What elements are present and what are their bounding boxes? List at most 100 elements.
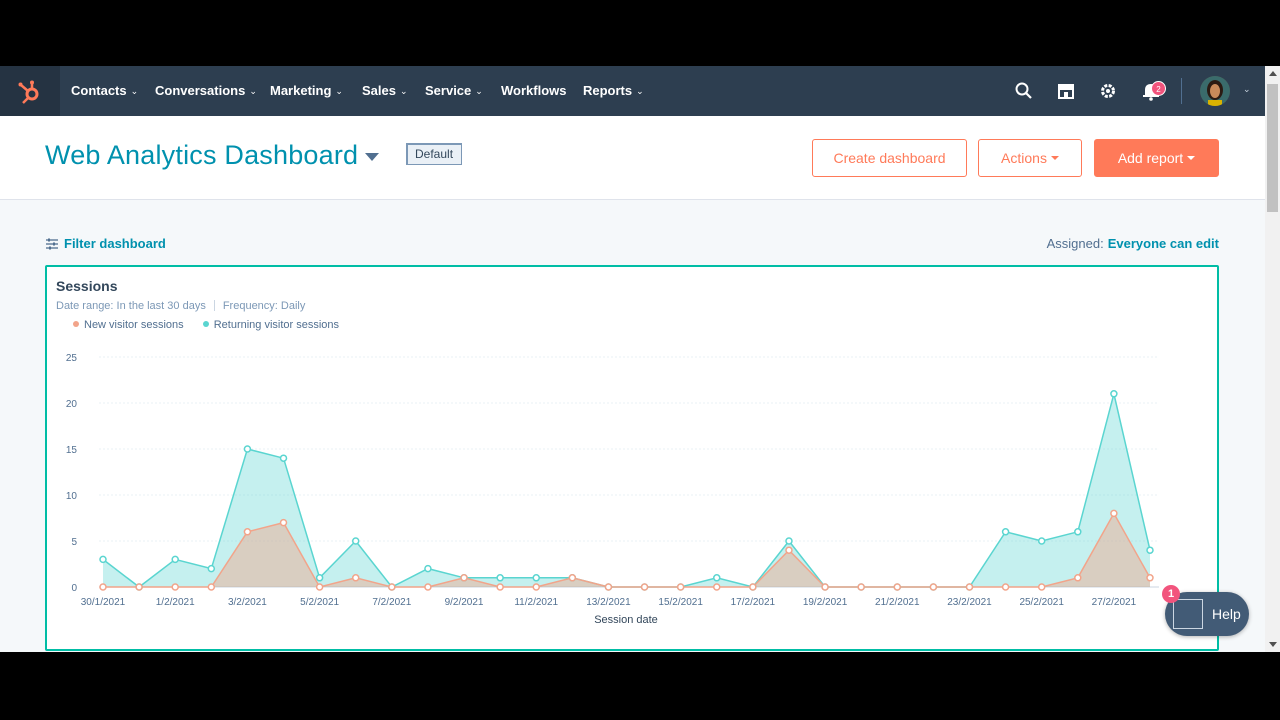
scroll-up-icon[interactable] xyxy=(1269,71,1277,76)
x-tick-label: 9/2/2021 xyxy=(445,597,484,608)
chevron-down-icon[interactable]: ⌄ xyxy=(1243,84,1251,94)
y-tick-label: 5 xyxy=(71,537,77,548)
x-tick-label: 3/2/2021 xyxy=(228,597,267,608)
x-tick-label: 30/1/2021 xyxy=(81,597,126,608)
nav-marketing[interactable]: Marketing ⌄ xyxy=(270,83,343,98)
sprocket-icon xyxy=(18,80,39,104)
data-point xyxy=(1037,537,1046,545)
notification-badge: 2 xyxy=(1151,81,1166,96)
x-axis-label: Session date xyxy=(594,614,658,626)
chevron-down-icon: ⌄ xyxy=(130,86,139,96)
nav-sales[interactable]: Sales ⌄ xyxy=(362,83,408,98)
y-tick-label: 20 xyxy=(66,399,78,410)
data-point xyxy=(1001,583,1010,591)
data-point xyxy=(243,445,252,453)
data-point xyxy=(351,574,360,582)
data-point xyxy=(388,583,396,591)
legend-item-new[interactable]: New visitor sessions xyxy=(73,319,184,331)
y-tick-label: 25 xyxy=(66,353,78,364)
caret-down-icon xyxy=(1050,156,1059,160)
x-tick-label: 1/2/2021 xyxy=(156,597,195,608)
data-point xyxy=(785,546,793,554)
data-point xyxy=(424,583,432,591)
x-tick-label: 7/2/2021 xyxy=(372,597,411,608)
data-point xyxy=(1001,528,1010,536)
sessions-report-card[interactable]: Sessions Date range: In the last 30 days… xyxy=(45,265,1219,651)
create-dashboard-button[interactable]: Create dashboard xyxy=(812,139,967,177)
nav-reports[interactable]: Reports ⌄ xyxy=(583,83,644,98)
data-point xyxy=(1074,528,1082,536)
data-point xyxy=(1037,583,1046,591)
search-icon[interactable] xyxy=(1014,81,1034,101)
data-point xyxy=(496,583,504,591)
filter-sliders-icon xyxy=(46,238,58,250)
data-point xyxy=(640,583,649,591)
report-title[interactable]: Sessions xyxy=(56,278,118,294)
data-point xyxy=(929,583,938,591)
sessions-chart: 0 5 10 15 20 25 30/1/2021 1/2/2021 3/2/2021 5/2/2… xyxy=(66,353,1159,626)
x-tick-label: 23/2/2021 xyxy=(947,597,992,608)
series-area xyxy=(103,393,1150,587)
x-tick-label: 25/2/2021 xyxy=(1019,597,1064,608)
data-point xyxy=(207,583,216,591)
data-point xyxy=(207,564,216,573)
avatar[interactable] xyxy=(1200,76,1230,106)
legend-item-returning[interactable]: Returning visitor sessions xyxy=(202,319,339,331)
data-point xyxy=(676,583,685,591)
data-point xyxy=(785,537,793,545)
x-tick-label: 5/2/2021 xyxy=(300,597,339,608)
data-point xyxy=(568,574,577,582)
data-point xyxy=(243,528,252,536)
y-tick-label: 0 xyxy=(71,583,77,594)
nav-divider xyxy=(1181,78,1182,104)
data-point xyxy=(893,583,902,591)
nav-conversations[interactable]: Conversations ⌄ xyxy=(155,83,257,98)
add-report-button[interactable]: Add report xyxy=(1094,139,1219,177)
chevron-down-icon: ⌄ xyxy=(335,86,343,96)
data-point xyxy=(135,583,143,591)
marketplace-icon[interactable] xyxy=(1056,81,1076,101)
x-tick-label: 27/2/2021 xyxy=(1092,597,1137,608)
data-point xyxy=(460,574,468,582)
data-point xyxy=(99,555,107,564)
report-meta: Date range: In the last 30 days Frequency… xyxy=(56,300,306,312)
data-point xyxy=(1146,574,1154,582)
data-point xyxy=(532,574,540,582)
x-tick-label: 15/2/2021 xyxy=(658,597,703,608)
actions-button[interactable]: Actions xyxy=(978,139,1082,177)
x-tick-label: 13/2/2021 xyxy=(586,597,631,608)
vertical-scrollbar[interactable] xyxy=(1265,66,1280,652)
help-badge: 1 xyxy=(1162,585,1180,603)
x-tick-label: 11/2/2021 xyxy=(514,597,558,608)
assigned-value-link[interactable]: Everyone can edit xyxy=(1107,236,1219,251)
data-point xyxy=(279,454,288,462)
chevron-down-icon: ⌄ xyxy=(249,86,257,96)
nav-service[interactable]: Service ⌄ xyxy=(425,83,483,98)
filter-dashboard-link[interactable]: Filter dashboard xyxy=(46,236,166,251)
data-point xyxy=(713,583,721,591)
data-point xyxy=(171,583,179,591)
data-point xyxy=(1110,509,1118,518)
data-point xyxy=(965,583,974,591)
help-widget-button[interactable]: Help 1 xyxy=(1162,585,1249,636)
data-point xyxy=(1146,546,1154,554)
scroll-down-icon[interactable] xyxy=(1269,642,1277,647)
data-point xyxy=(496,574,504,582)
scrollbar-thumb[interactable] xyxy=(1267,84,1278,212)
chart-legend: New visitor sessions Returning visitor s… xyxy=(73,319,355,331)
page-title: Web Analytics Dashboard xyxy=(45,140,359,170)
series-line xyxy=(103,511,1151,588)
data-point xyxy=(713,574,721,582)
data-point xyxy=(171,555,179,564)
data-point xyxy=(821,583,829,591)
hubspot-logo[interactable] xyxy=(0,66,60,116)
data-point xyxy=(749,583,757,591)
assigned-info: Assigned: Everyone can edit xyxy=(1046,236,1219,251)
nav-workflows[interactable]: Workflows xyxy=(501,83,567,98)
data-point xyxy=(604,583,613,591)
data-point xyxy=(532,583,540,591)
settings-icon[interactable] xyxy=(1098,81,1118,101)
dashboard-switcher-caret-icon[interactable] xyxy=(365,153,379,161)
nav-contacts[interactable]: Contacts ⌄ xyxy=(71,83,139,98)
chevron-down-icon: ⌄ xyxy=(399,86,408,96)
